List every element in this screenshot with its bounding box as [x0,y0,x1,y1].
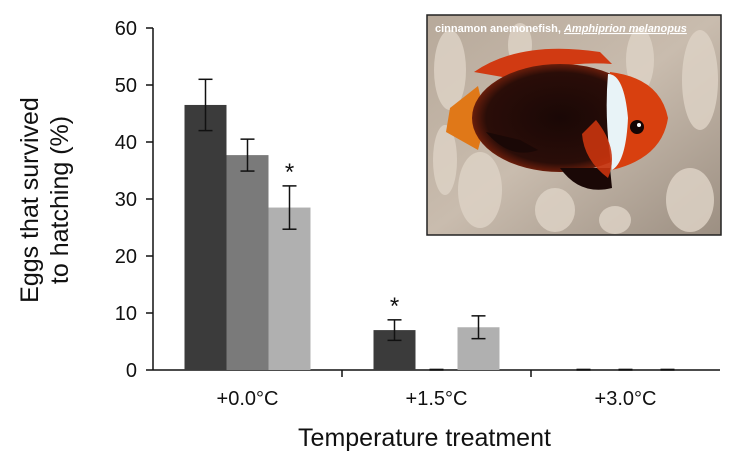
bar [184,104,227,370]
y-axis-title-line2: to hatching (%) [46,116,74,284]
bar [268,207,311,370]
significance-mark: * [390,293,399,320]
y-axis-title: Eggs that survived to hatching (%) [16,97,74,303]
labels-group: 0 10 20 30 40 50 60 +0.0°C +1.5°C +3.0°C * * Tempera… [16,18,656,452]
inset-photo: cinnamon anemonefish, Amphiprion melanop… [426,14,722,236]
x-tick-label: +0.0°C [217,388,279,410]
bars-group [184,104,500,370]
coral-background [433,23,718,234]
error-bars-group [198,78,675,371]
anemonefish-icon [446,48,668,190]
y-axis-title-line1: Eggs that survived [16,97,44,303]
x-axis-title: Temperature treatment [298,424,551,452]
x-tick-label: +3.0°C [595,388,657,410]
y-tick-label: 0 [126,360,137,382]
bar [226,155,269,370]
x-tick-label: +1.5°C [406,388,468,410]
inset-caption: cinnamon anemonefish, Amphiprion melanop… [435,23,687,35]
significance-mark: * [285,159,294,186]
y-tick-label: 60 [115,18,137,40]
y-tick-label: 50 [115,75,137,97]
y-tick-label: 40 [115,132,137,154]
y-tick-label: 10 [115,303,137,325]
inset-caption-species: Amphiprion melanopus [563,23,687,35]
y-tick-label: 20 [115,246,137,268]
inset-caption-common-name: cinnamon anemonefish, [435,23,564,35]
y-tick-label: 30 [115,189,137,211]
